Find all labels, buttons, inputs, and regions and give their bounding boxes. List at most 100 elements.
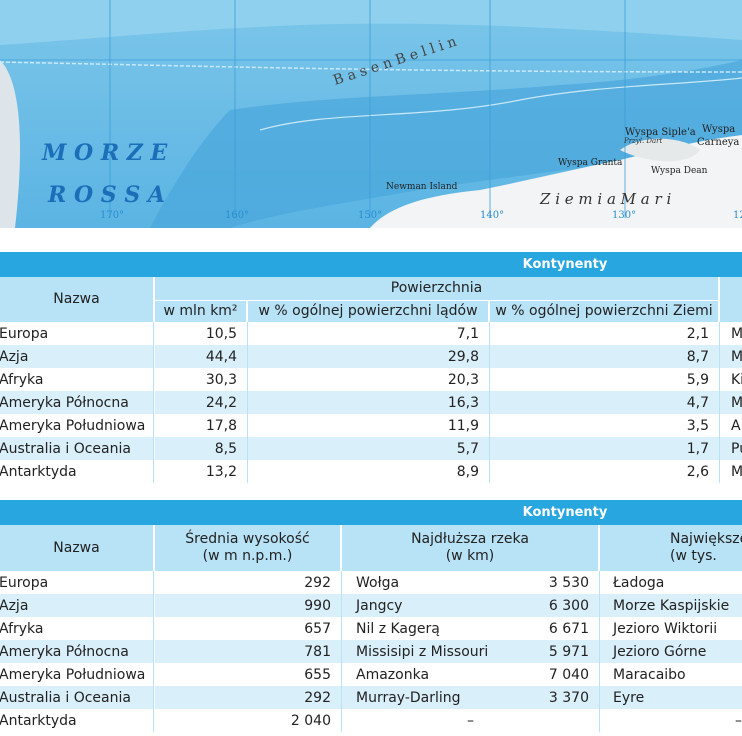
cell-text: Azja [0, 348, 29, 365]
cell: Jangcy [342, 594, 502, 617]
island-label: Wyspa Dean [651, 166, 708, 176]
cell: 7 040 [502, 663, 600, 686]
cell-text: (w m n.p.m.) [202, 548, 293, 564]
cell-text: 8,9 [456, 463, 479, 480]
cell-text: 3,5 [686, 417, 709, 434]
cell-text: Pu [731, 440, 742, 457]
cell: 2,6 [490, 460, 720, 483]
cell-text: A [731, 417, 741, 434]
header-cell: Powierzchnia [155, 277, 720, 300]
cell: Australia i Oceania [0, 437, 154, 460]
cell-text: w mln km² [163, 303, 238, 319]
cell-text: M [731, 325, 742, 342]
cell: 30,3 [155, 368, 248, 391]
cell: Nil z Kagerą [342, 617, 502, 640]
cell-text: 4,7 [686, 394, 709, 411]
cell: 17,8 [155, 414, 248, 437]
cell-text: Największe [670, 531, 742, 547]
cell-text: Australia i Oceania [0, 689, 131, 706]
cell-text: M [731, 463, 742, 480]
land-label: Z i e m i a M a r i [539, 190, 671, 208]
cell-text: 2,6 [686, 463, 709, 480]
cell: 990 [155, 594, 342, 617]
island-label: Carneya [697, 137, 739, 148]
cell-text: Najdłuższa rzeka [411, 531, 529, 547]
sea-label: R O S S A [47, 182, 165, 208]
longitude-label: 170° [100, 210, 124, 221]
cell: Antarktyda [0, 460, 154, 483]
cell-text: Nazwa [53, 539, 100, 556]
cell-text: Maracaibo [613, 666, 686, 683]
cell-text: 13,2 [205, 463, 237, 480]
cell: Ładoga [600, 571, 742, 594]
cell: Eyre [600, 686, 742, 709]
cell-text: Morze Kaspijskie [613, 597, 730, 614]
cell-text: w % ogólnej powierzchni lądów [258, 303, 478, 319]
cell: 16,3 [248, 391, 490, 414]
cell-text: 2,1 [686, 325, 709, 342]
cell-text: Europa [0, 325, 49, 342]
cell-text: 5,7 [456, 440, 479, 457]
cell: Maracaibo [600, 663, 742, 686]
cell: Ameryka Południowa [0, 663, 154, 686]
cell-text: Afryka [0, 371, 44, 388]
header-cell: Najdłuższa rzeka (w km) [342, 525, 600, 571]
cell-text: (w tys. [670, 548, 717, 564]
cell-text: 20,3 [447, 371, 479, 388]
cell-text: 10,5 [205, 325, 237, 342]
map: M O R Z E R O S S A B a s e n B e l l i … [0, 0, 742, 228]
cell: Wołga [342, 571, 502, 594]
cell-text: 16,3 [447, 394, 479, 411]
cell-text: Ameryka Północna [0, 394, 129, 411]
cell: 292 [155, 686, 342, 709]
cell-text: 8,5 [214, 440, 237, 457]
header-cell: w % ogólnej powierzchni lądów [248, 300, 490, 322]
table-title [0, 252, 742, 277]
longitude-label: 150° [358, 210, 382, 221]
header-cell: Nazwa [0, 525, 155, 571]
cell-text: 655 [304, 666, 331, 683]
cell: Jezioro Górne [600, 640, 742, 663]
cell: 5,9 [490, 368, 720, 391]
cell: 20,3 [248, 368, 490, 391]
cell: Ameryka Północna [0, 640, 154, 663]
cell: 29,8 [248, 345, 490, 368]
table-title: Kontynenty [480, 252, 650, 277]
cell-text: Ładoga [613, 574, 665, 591]
header-cell: Największe (w tys. [600, 525, 742, 571]
cell-text: Europa [0, 574, 49, 591]
cell-text: 3 370 [548, 689, 589, 706]
header-cell: Nazwa [0, 277, 155, 322]
cell: M [720, 322, 742, 345]
cell: Europa [0, 322, 154, 345]
cell-text: 1,7 [686, 440, 709, 457]
cell-text: 292 [304, 574, 331, 591]
island-label: Wyspa Granta [558, 158, 623, 168]
cell: 5,7 [248, 437, 490, 460]
cell-text: Jezioro Górne [613, 643, 707, 660]
sea-label: M O R Z E [41, 140, 168, 166]
cell: 5 971 [502, 640, 600, 663]
cell-text: 6 300 [548, 597, 589, 614]
cell: Azja [0, 594, 154, 617]
cell: 6 300 [502, 594, 600, 617]
cell-text: Nil z Kagerą [356, 620, 440, 637]
cell-text: Powierzchnia [390, 280, 483, 296]
cell: Ameryka Południowa [0, 414, 154, 437]
cell: 3 370 [502, 686, 600, 709]
island-label: Przyl. Dart [623, 137, 663, 145]
cell-text: 29,8 [447, 348, 479, 365]
cell: Jezioro Wiktorii [600, 617, 742, 640]
cell: M [720, 391, 742, 414]
island-label: Newman Island [386, 182, 458, 192]
cell-text: 30,3 [205, 371, 237, 388]
island-label: Wyspa Siple'a [625, 127, 696, 138]
cell: 655 [155, 663, 342, 686]
cell: M [720, 345, 742, 368]
cell-text: 11,9 [447, 417, 479, 434]
cell-text: Amazonka [356, 666, 430, 683]
cell: Missisipi z Missouri [342, 640, 502, 663]
longitude-label: 130° [612, 210, 636, 221]
cell: 11,9 [248, 414, 490, 437]
